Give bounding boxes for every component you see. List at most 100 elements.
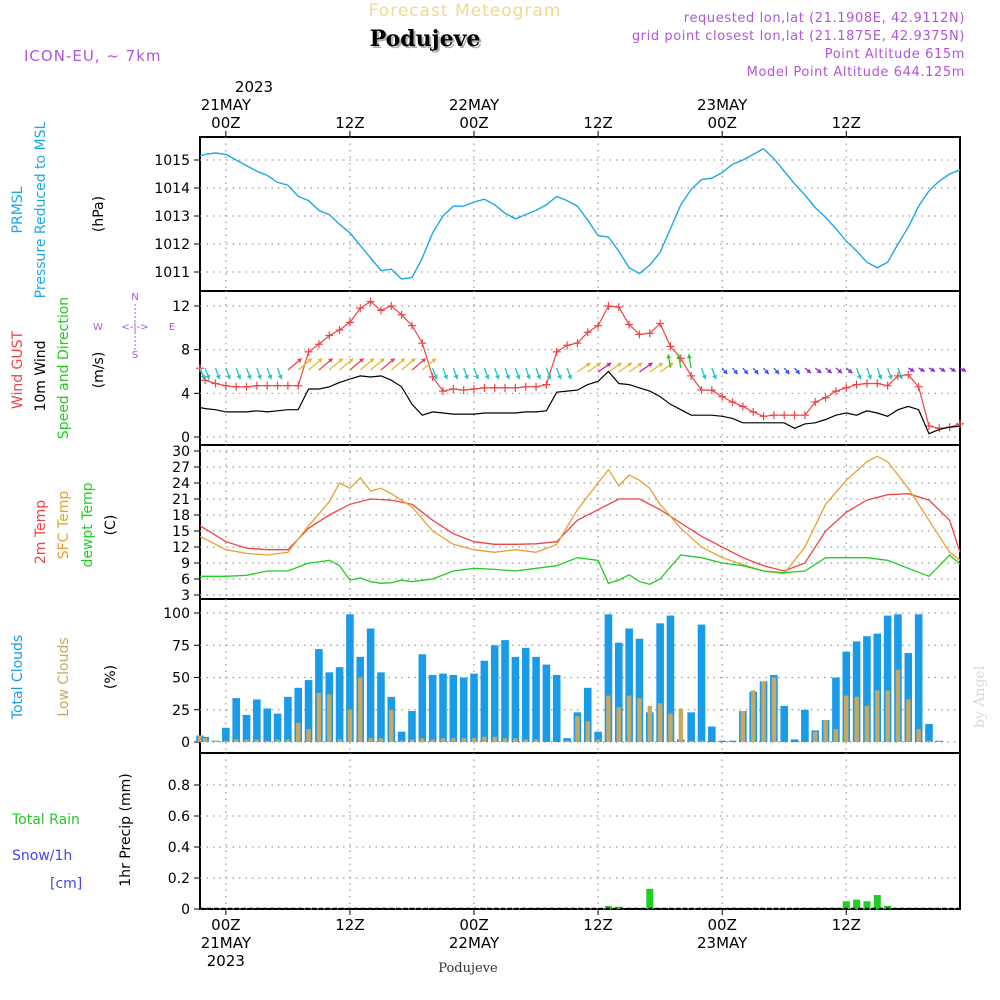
wind-arrow (928, 367, 936, 373)
gust-marker (718, 392, 727, 401)
gust-marker (501, 383, 510, 392)
y-tick-label: 100 (163, 606, 190, 622)
total-cloud-bar (563, 738, 571, 742)
wind-arrow-head (816, 368, 822, 374)
total-cloud-bar (335, 667, 344, 742)
low-cloud-bar (265, 740, 270, 742)
total-cloud-bar (718, 740, 726, 742)
total-cloud-bar (852, 641, 861, 742)
wind-arrow-head (226, 374, 231, 380)
wind-arrow-head (919, 367, 925, 372)
gust-marker (811, 398, 820, 407)
wind-arrow-head (898, 374, 904, 380)
y-tick-label: 50 (172, 671, 190, 687)
gust-marker (521, 382, 530, 391)
top-date-label: 23MAY (697, 96, 748, 114)
wind-arrow-head (827, 368, 832, 374)
low-cloud-bar (657, 703, 663, 742)
total-clouds-label: Total Clouds (10, 635, 26, 720)
gust-marker (583, 328, 592, 337)
wind-arrow-head (888, 374, 893, 380)
precip-bar (842, 901, 850, 909)
total-cloud-bar (604, 614, 613, 742)
total-cloud-bar (253, 699, 261, 742)
total-cloud-bar (614, 642, 623, 742)
gridpoint-coordinates: grid point closest lon,lat (21.1875E, 42… (632, 29, 965, 44)
wind-arrow-head (307, 358, 313, 363)
low-cloud-bar (750, 690, 756, 742)
wind-arrow-head (733, 369, 738, 375)
wind-arrow-head (443, 374, 449, 380)
wind-arrow (700, 367, 707, 380)
wind-arrow (483, 367, 490, 380)
total-cloud-bar (397, 731, 406, 742)
gust-marker (304, 347, 313, 356)
low-cloud-bar (926, 740, 932, 742)
wind-arrow (773, 367, 780, 375)
low-cloud-bar (306, 729, 311, 742)
total-cloud-bar (501, 640, 509, 742)
y-tick-label: 21 (172, 492, 190, 508)
gust-marker (604, 302, 613, 310)
wind-arrow-head (557, 374, 562, 380)
wind-arrow-head (596, 362, 601, 368)
gust-marker (697, 386, 706, 395)
gust-marker (511, 383, 520, 392)
top-time-label: 12Z (832, 114, 861, 132)
total-cloud-bar (904, 652, 913, 742)
low-cloud-bar (875, 690, 880, 742)
wind-arrow (577, 362, 591, 373)
total-cloud-bar (294, 687, 303, 742)
gust-marker (769, 411, 778, 420)
low-cloud-bar (823, 720, 828, 742)
gust-marker (645, 329, 654, 338)
total-cloud-bar (346, 614, 354, 742)
total-cloud-bar (832, 677, 840, 742)
cm-legend: [cm] (50, 876, 82, 892)
low-cloud-bar (523, 739, 528, 742)
total-cloud-bar (625, 628, 633, 742)
total-cloud-bar (408, 711, 416, 742)
low-cloud-bar (316, 692, 322, 742)
wind-arrow-head (359, 358, 364, 363)
bottom-time-label: 12Z (335, 916, 364, 934)
wind-arrow-head (369, 358, 375, 363)
wind-arrow (401, 357, 416, 371)
wind-arrow-head (753, 369, 759, 375)
gust-label: Wind GUST (10, 330, 26, 409)
panel-3: 0 25 50 75 100 (163, 598, 961, 754)
wind-arrow-head (774, 369, 780, 375)
low-cloud-bar (347, 709, 353, 742)
low-cloud-bar (564, 740, 570, 742)
gust-marker (366, 297, 375, 306)
y-tick-label: 0.8 (168, 778, 190, 794)
panels: 1011101210131014101504812369121518212427… (10, 121, 967, 918)
total-cloud-bar (521, 647, 530, 742)
low-cloud-bar (471, 738, 477, 742)
low-cloud-bar (451, 738, 456, 742)
gust-marker (273, 381, 282, 390)
precip-bar (873, 895, 881, 909)
wind-arrow-head (390, 358, 395, 363)
y-tick-label: 12 (172, 299, 190, 315)
pressure-label-2: Pressure Reduced to MSL (33, 121, 49, 298)
gust-marker (666, 342, 675, 351)
low-cloud-bar (233, 739, 239, 742)
wind-arrow-head (806, 368, 812, 374)
low-cloud-bar (575, 716, 580, 742)
wind-arrow-head (205, 374, 211, 380)
pressure-label-1: PRMSL (10, 186, 26, 233)
wind-arrow-head (712, 374, 717, 380)
y-tick-label: 0 (181, 735, 190, 751)
temp-unit: (C) (103, 515, 119, 536)
top-year: 2023 (235, 78, 273, 96)
bottom-time-label: 00Z (459, 916, 488, 934)
gust-marker (563, 341, 572, 350)
wind-arrow (845, 367, 853, 374)
low-cloud-bar (378, 738, 384, 742)
low-cloud-bar (420, 738, 425, 742)
total-cloud-bar (552, 674, 561, 742)
wind-arrow (938, 367, 946, 373)
bottom-time-label: 12Z (583, 916, 612, 934)
wind-arrow (897, 367, 904, 380)
